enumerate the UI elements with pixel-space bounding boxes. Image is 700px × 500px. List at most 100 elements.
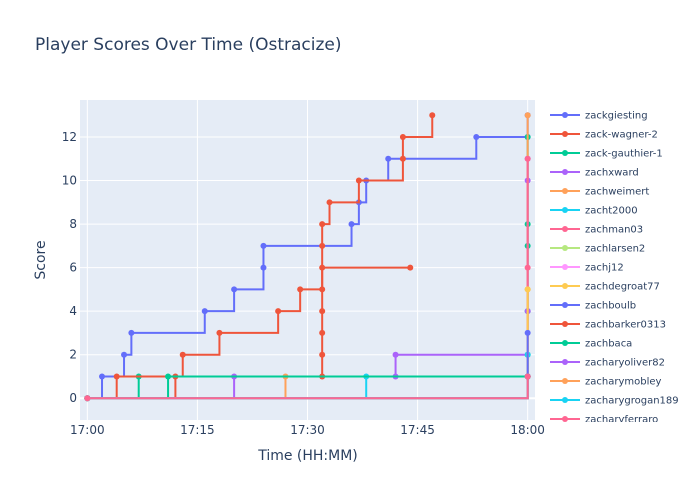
data-point: [348, 221, 355, 228]
data-point: [99, 373, 106, 380]
legend-marker: [562, 245, 568, 251]
data-point: [297, 286, 304, 293]
legend-item-zacharyoliver82[interactable]: zacharyoliver82: [550, 358, 665, 369]
legend-label: zack-gauthier-1: [585, 149, 663, 160]
legend-label: zachj12: [585, 263, 624, 274]
legend-item-zachbaca[interactable]: zachbaca: [550, 339, 632, 350]
legend-marker: [562, 359, 568, 365]
data-point: [385, 155, 392, 162]
data-point: [260, 264, 267, 271]
legend-marker: [562, 169, 568, 175]
legend-item-zacharygrogan189[interactable]: zacharygrogan189: [550, 396, 679, 407]
series-line: [87, 376, 529, 400]
legend-marker: [562, 283, 568, 289]
data-point: [216, 329, 223, 336]
legend[interactable]: zackgiesting zack-wagner-2 zack-gauthier-1…: [550, 111, 679, 426]
legend-item-zacht2000[interactable]: zacht2000: [550, 206, 638, 217]
legend-marker: [562, 188, 568, 194]
legend-item-zacharyferraro[interactable]: zacharyferraro: [550, 415, 658, 426]
data-point: [319, 329, 326, 336]
legend-label: zachlarsen2: [585, 244, 645, 255]
data-point: [319, 351, 326, 358]
legend-item-zachweimert[interactable]: zachweimert: [550, 187, 649, 198]
data-point: [524, 155, 531, 162]
legend-item-zachj12[interactable]: zachj12: [550, 263, 624, 274]
legend-item-zachdegroat77[interactable]: zachdegroat77: [550, 282, 660, 293]
legend-item-zachboulb[interactable]: zachboulb: [550, 301, 636, 312]
legend-marker: [562, 207, 568, 213]
data-point: [392, 351, 399, 358]
data-point: [407, 264, 414, 271]
legend-label: zackgiesting: [585, 111, 648, 122]
data-point: [84, 395, 91, 402]
legend-item-zachman03[interactable]: zachman03: [550, 225, 643, 236]
data-point: [355, 177, 362, 184]
legend-item-zachbarker0313[interactable]: zachbarker0313: [550, 320, 666, 331]
legend-label: zack-wagner-2: [585, 130, 658, 141]
data-point: [319, 308, 326, 315]
legend-item-zachxward[interactable]: zachxward: [550, 168, 639, 179]
legend-marker: [562, 150, 568, 156]
data-point: [231, 286, 238, 293]
y-tick-label: 10: [62, 174, 77, 188]
data-point: [524, 329, 531, 336]
legend-label: zachbaca: [585, 339, 632, 350]
data-point: [429, 112, 436, 119]
data-point: [399, 155, 406, 162]
legend-marker: [562, 264, 568, 270]
legend-marker: [562, 226, 568, 232]
series-line: [87, 266, 411, 400]
y-tick-label: 0: [69, 391, 77, 405]
data-point: [201, 308, 208, 315]
legend-label: zacharyferraro: [585, 415, 658, 426]
legend-item-zacharymobley[interactable]: zacharymobley: [550, 377, 662, 388]
data-point: [326, 199, 333, 206]
y-tick-label: 2: [69, 348, 77, 362]
x-axis-ticks: 17:00 17:15 17:30 17:45 18:00: [70, 423, 545, 437]
y-axis-ticks: 0 2 4 6 8 10 12: [62, 130, 77, 405]
legend-label: zacharyoliver82: [585, 358, 665, 369]
x-tick-label: 17:15: [180, 423, 215, 437]
legend-item-zackgiesting[interactable]: zackgiesting: [550, 111, 648, 122]
legend-item-zack-gauthier-1[interactable]: zack-gauthier-1: [550, 149, 663, 160]
data-point: [524, 373, 531, 380]
legend-marker: [562, 321, 568, 327]
x-axis-title: Time (HH:MM): [257, 448, 358, 464]
legend-label: zacharygrogan189: [585, 396, 679, 407]
x-tick-label: 17:45: [400, 423, 435, 437]
legend-label: zachman03: [585, 225, 643, 236]
data-point: [399, 134, 406, 141]
data-point: [524, 264, 531, 271]
data-point: [275, 308, 282, 315]
data-point: [319, 242, 326, 249]
legend-label: zachweimert: [585, 187, 649, 198]
legend-marker: [562, 416, 568, 422]
y-tick-label: 12: [62, 130, 77, 144]
y-axis-title: Score: [33, 240, 49, 279]
legend-item-zachlarsen2[interactable]: zachlarsen2: [550, 244, 645, 255]
legend-marker: [562, 340, 568, 346]
legend-label: zachboulb: [585, 301, 636, 312]
data-point: [524, 286, 531, 293]
data-point: [165, 373, 172, 380]
data-point: [473, 134, 480, 141]
legend-marker: [562, 302, 568, 308]
x-tick-label: 17:00: [70, 423, 105, 437]
data-point: [524, 112, 531, 119]
series-zacharyferraro: [84, 373, 531, 402]
x-tick-label: 17:30: [290, 423, 325, 437]
legend-marker: [562, 112, 568, 118]
y-tick-label: 4: [69, 304, 77, 318]
legend-label: zacht2000: [585, 206, 638, 217]
legend-item-zack-wagner-2[interactable]: zack-wagner-2: [550, 130, 658, 141]
x-tick-label: 18:00: [510, 423, 545, 437]
data-point: [319, 264, 326, 271]
y-tick-label: 8: [69, 217, 77, 231]
data-point: [179, 351, 186, 358]
legend-marker: [562, 131, 568, 137]
data-point: [260, 242, 267, 249]
legend-label: zachxward: [585, 168, 639, 179]
data-point: [128, 329, 135, 336]
data-point: [319, 221, 326, 228]
legend-marker: [562, 397, 568, 403]
